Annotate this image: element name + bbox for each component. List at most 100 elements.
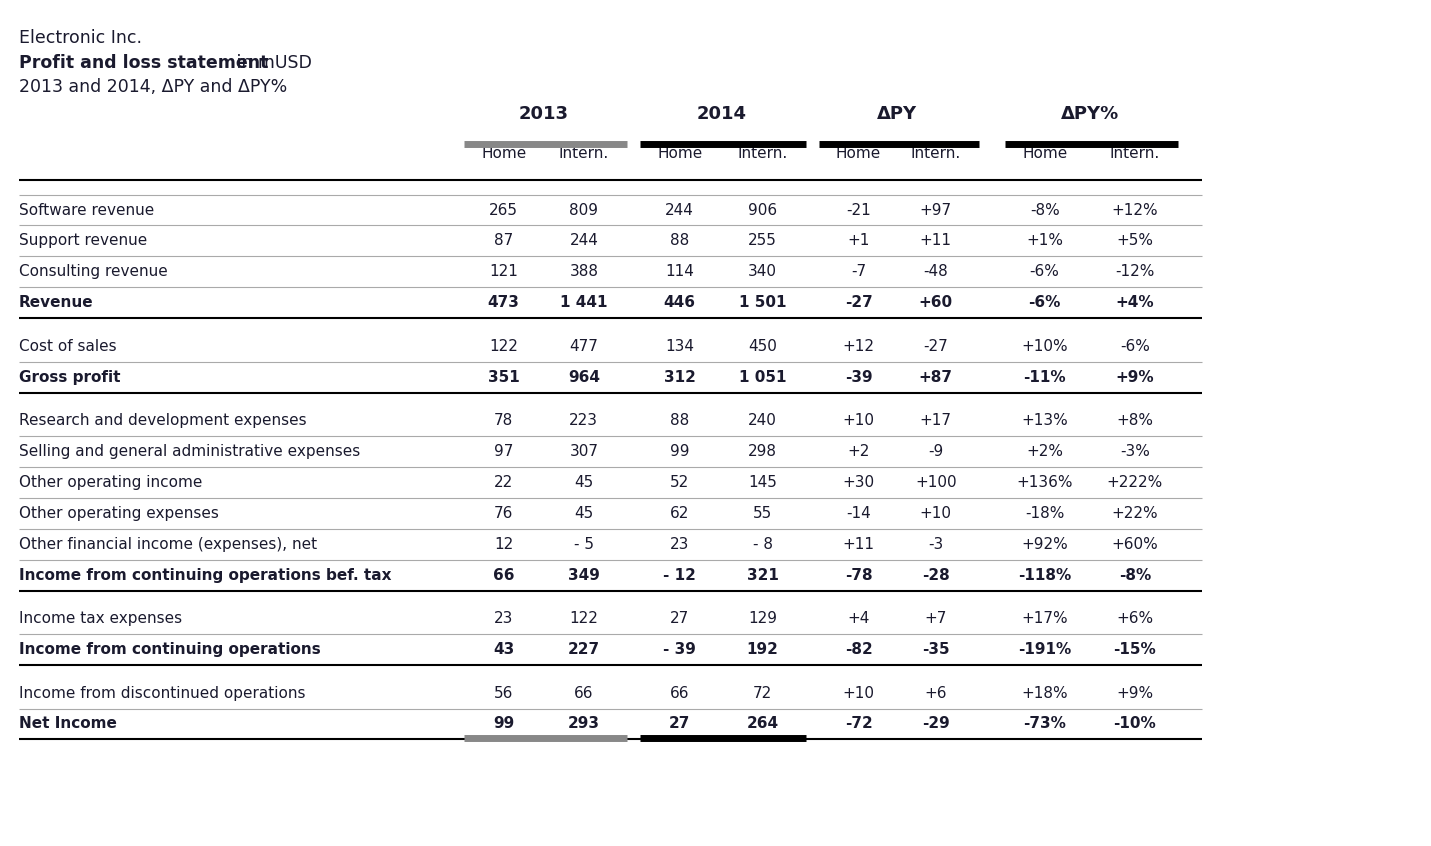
Text: Selling and general administrative expenses: Selling and general administrative expen… — [19, 444, 359, 459]
Text: -35: -35 — [922, 642, 950, 657]
Text: 66: 66 — [492, 568, 515, 583]
Text: 88: 88 — [670, 413, 690, 428]
Text: Income from discontinued operations: Income from discontinued operations — [19, 685, 305, 700]
Text: -39: -39 — [844, 370, 873, 385]
Text: -6%: -6% — [1029, 295, 1060, 310]
Text: 227: 227 — [568, 642, 600, 657]
Text: 99: 99 — [494, 717, 514, 732]
Text: Profit and loss statement: Profit and loss statement — [19, 53, 268, 72]
Text: +2: +2 — [847, 444, 870, 459]
Text: +9%: +9% — [1116, 685, 1153, 700]
Text: +12%: +12% — [1112, 202, 1158, 217]
Text: 223: 223 — [570, 413, 598, 428]
Text: +2%: +2% — [1026, 444, 1063, 459]
Text: -8%: -8% — [1119, 568, 1151, 583]
Text: Support revenue: Support revenue — [19, 233, 147, 249]
Text: +30: +30 — [843, 475, 874, 490]
Text: Intern.: Intern. — [737, 146, 788, 161]
Text: +7: +7 — [924, 611, 947, 626]
Text: 45: 45 — [574, 475, 594, 490]
Text: 88: 88 — [670, 233, 690, 249]
Text: 76: 76 — [494, 506, 514, 521]
Text: +17%: +17% — [1022, 611, 1068, 626]
Text: -48: -48 — [923, 264, 949, 279]
Text: +4: +4 — [847, 611, 870, 626]
Text: 244: 244 — [570, 233, 598, 249]
Text: -8%: -8% — [1030, 202, 1059, 217]
Text: Other financial income (expenses), net: Other financial income (expenses), net — [19, 536, 316, 552]
Text: 809: 809 — [570, 202, 598, 217]
Text: 264: 264 — [747, 717, 778, 732]
Text: 56: 56 — [494, 685, 514, 700]
Text: +6%: +6% — [1116, 611, 1153, 626]
Text: Home: Home — [836, 146, 881, 161]
Text: +60%: +60% — [1112, 536, 1158, 552]
Text: -27: -27 — [923, 338, 949, 354]
Text: -27: -27 — [844, 295, 873, 310]
Text: Intern.: Intern. — [910, 146, 962, 161]
Text: 2013: 2013 — [519, 105, 568, 123]
Text: -6%: -6% — [1030, 264, 1059, 279]
Text: 2014: 2014 — [697, 105, 746, 123]
Text: +8%: +8% — [1116, 413, 1153, 428]
Text: 2013 and 2014, ΔPY and ΔPY%: 2013 and 2014, ΔPY and ΔPY% — [19, 78, 286, 96]
Text: Income from continuing operations bef. tax: Income from continuing operations bef. t… — [19, 568, 391, 583]
Text: 446: 446 — [664, 295, 695, 310]
Text: Intern.: Intern. — [558, 146, 610, 161]
Text: 66: 66 — [574, 685, 594, 700]
Text: -28: -28 — [922, 568, 950, 583]
Text: +22%: +22% — [1112, 506, 1158, 521]
Text: +11: +11 — [920, 233, 952, 249]
Text: -15%: -15% — [1113, 642, 1156, 657]
Text: Home: Home — [1022, 146, 1068, 161]
Text: Consulting revenue: Consulting revenue — [19, 264, 167, 279]
Text: 145: 145 — [748, 475, 777, 490]
Text: 244: 244 — [665, 202, 694, 217]
Text: +11: +11 — [843, 536, 874, 552]
Text: -3%: -3% — [1120, 444, 1149, 459]
Text: 192: 192 — [747, 642, 778, 657]
Text: 293: 293 — [568, 717, 600, 732]
Text: 1 051: 1 051 — [738, 370, 787, 385]
Text: - 39: - 39 — [664, 642, 695, 657]
Text: ΔPY%: ΔPY% — [1060, 105, 1119, 123]
Text: -3: -3 — [929, 536, 943, 552]
Text: 122: 122 — [489, 338, 518, 354]
Text: -12%: -12% — [1115, 264, 1155, 279]
Text: 312: 312 — [664, 370, 695, 385]
Text: 23: 23 — [670, 536, 690, 552]
Text: +10%: +10% — [1022, 338, 1068, 354]
Text: -72: -72 — [844, 717, 873, 732]
Text: 134: 134 — [665, 338, 694, 354]
Text: 240: 240 — [748, 413, 777, 428]
Text: 129: 129 — [748, 611, 777, 626]
Text: - 8: - 8 — [753, 536, 773, 552]
Text: +17: +17 — [920, 413, 952, 428]
Text: -78: -78 — [844, 568, 873, 583]
Text: 349: 349 — [568, 568, 600, 583]
Text: -21: -21 — [846, 202, 871, 217]
Text: 265: 265 — [489, 202, 518, 217]
Text: +5%: +5% — [1116, 233, 1153, 249]
Text: -14: -14 — [846, 506, 871, 521]
Text: Other operating income: Other operating income — [19, 475, 202, 490]
Text: +10: +10 — [843, 413, 874, 428]
Text: 121: 121 — [489, 264, 518, 279]
Text: - 5: - 5 — [574, 536, 594, 552]
Text: ΔPY: ΔPY — [877, 105, 917, 123]
Text: 1 501: 1 501 — [738, 295, 787, 310]
Text: Home: Home — [657, 146, 703, 161]
Text: -118%: -118% — [1017, 568, 1072, 583]
Text: Income tax expenses: Income tax expenses — [19, 611, 182, 626]
Text: 351: 351 — [488, 370, 519, 385]
Text: Other operating expenses: Other operating expenses — [19, 506, 219, 521]
Text: 78: 78 — [494, 413, 514, 428]
Text: -191%: -191% — [1017, 642, 1072, 657]
Text: Home: Home — [481, 146, 527, 161]
Text: -6%: -6% — [1120, 338, 1149, 354]
Text: +10: +10 — [920, 506, 952, 521]
Text: +13%: +13% — [1022, 413, 1068, 428]
Text: 1 441: 1 441 — [560, 295, 608, 310]
Text: Cost of sales: Cost of sales — [19, 338, 116, 354]
Text: +9%: +9% — [1116, 370, 1153, 385]
